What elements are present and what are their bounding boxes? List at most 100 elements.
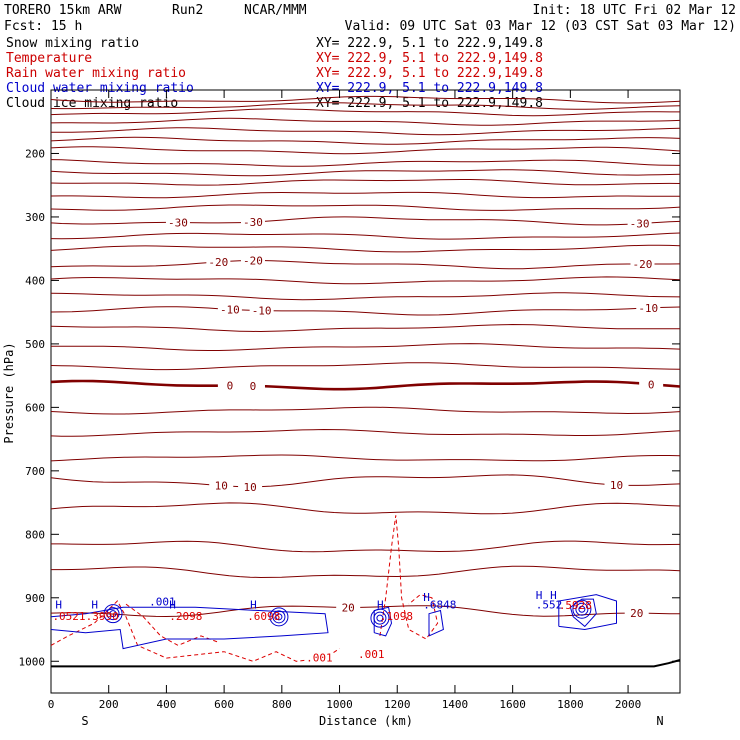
isotherm-label: -30	[243, 216, 263, 229]
cloud-contour-label: .6848	[423, 599, 456, 612]
rain-contour	[50, 600, 340, 662]
isotherm-line	[50, 362, 681, 371]
field-name-rain: Rain water mixing ratio	[6, 66, 186, 81]
isotherm-line	[50, 428, 681, 437]
labeled-isotherm-line	[50, 216, 681, 226]
field-xy-rain: XY= 222.9, 5.1 to 222.9,149.8	[316, 66, 543, 81]
cloud-water-ring	[275, 613, 283, 621]
y-tick-label: 300	[25, 211, 45, 224]
isotherm-label: 0	[250, 380, 257, 393]
labeled-isotherm-line	[50, 260, 681, 270]
isotherm-line	[50, 204, 681, 211]
north-end-label: N	[656, 714, 663, 728]
isotherm-label: -20	[633, 258, 653, 271]
isotherm-label-bg	[604, 479, 629, 492]
isotherm-label: -20	[208, 256, 228, 269]
isotherm-label-bg	[206, 255, 231, 268]
plot-area: -30 -30 -30 -20 -20 -20 -10 -10 -10 0 0 0 10 10 10 20 20…	[19, 89, 681, 711]
cloud-max-marker: H	[377, 599, 384, 612]
isotherm-label-bg	[624, 607, 649, 620]
y-tick-label: 400	[25, 274, 45, 287]
isotherm-line	[51, 540, 681, 553]
isotherm-label-bg	[336, 601, 361, 614]
rain-max-value: .5928	[559, 599, 592, 612]
isotherm-label: -30	[630, 218, 650, 231]
isotherm-label-bg	[217, 303, 242, 316]
x-tick-label: 600	[214, 698, 234, 711]
rain-max-value: .1098	[380, 610, 413, 623]
cloud-water-contour	[569, 598, 597, 628]
cloud-water-ring	[269, 607, 289, 627]
isotherm-line	[50, 108, 680, 117]
isotherm-label-bg	[240, 379, 265, 392]
isotherm-label-bg	[639, 378, 664, 391]
isotherm-line	[50, 454, 681, 462]
isotherm-line	[50, 102, 681, 110]
isotherm-line	[50, 292, 681, 301]
plot-frame	[50, 89, 681, 694]
x-tick-label: 1600	[499, 698, 526, 711]
isotherm-line	[50, 179, 681, 186]
field-xy-temperature: XY= 222.9, 5.1 to 222.9,149.8	[316, 51, 543, 66]
cloud-water-ring	[370, 608, 390, 628]
isotherm-line	[51, 565, 681, 579]
x-tick-label: 800	[272, 698, 292, 711]
isotherm-line	[50, 191, 680, 199]
y-tick-label: 200	[25, 147, 45, 160]
isotherm-label: -30	[168, 216, 188, 229]
rain-max-value: .3990	[86, 610, 119, 623]
x-tick-label: 1800	[557, 698, 584, 711]
isotherm-label-bg	[209, 479, 234, 492]
cloud-max-marker: H	[423, 591, 430, 604]
model-title: TORERO 15km ARW	[4, 3, 122, 18]
cloud-water-ring	[106, 607, 120, 621]
rain-contour	[125, 603, 219, 646]
labeled-isotherm-line	[50, 306, 681, 316]
isotherm-line	[50, 117, 681, 126]
isotherm-label: 20	[630, 607, 643, 620]
org-label: NCAR/MMM	[244, 3, 307, 18]
isotherm-label-bg	[249, 304, 274, 317]
isotherm-label-bg	[630, 257, 655, 270]
isotherm-line	[50, 323, 680, 333]
x-axis-label: Distance (km)	[319, 714, 413, 728]
freezing-isotherm-line	[50, 379, 681, 391]
cloud-water-ring	[272, 610, 286, 624]
isotherm-label: 10	[243, 481, 256, 494]
x-tick-label: 2000	[615, 698, 642, 711]
rain-max-value: .6098	[247, 610, 280, 623]
rain-contour-label: .001	[358, 648, 385, 661]
labeled-isotherm-line	[50, 474, 681, 488]
isotherm-line	[50, 146, 681, 155]
cloud-max-marker: H	[91, 599, 98, 612]
x-tick-label: 1000	[326, 698, 353, 711]
y-tick-label: 700	[25, 465, 45, 478]
isotherm-line	[51, 127, 681, 136]
isotherm-label-bg	[627, 217, 652, 230]
isotherm-label: 0	[227, 380, 234, 393]
south-end-label: S	[81, 714, 88, 728]
cloud-water-ring	[373, 611, 387, 625]
x-tick-label: 400	[156, 698, 176, 711]
isotherm-line	[50, 232, 681, 240]
cloud-max-marker: H	[169, 599, 176, 612]
cloud-contour-label: .552	[536, 599, 563, 612]
cloud-water-contour	[50, 606, 329, 650]
cloud-water-ring	[109, 610, 117, 618]
y-tick-label: 1000	[19, 655, 46, 668]
isotherm-label: 20	[342, 601, 355, 614]
x-tick-label: 200	[99, 698, 119, 711]
cloud-water-ring	[103, 604, 123, 624]
cloud-max-marker: H	[250, 599, 257, 612]
isotherm-line	[50, 406, 681, 415]
isotherm-line	[50, 276, 681, 285]
isotherm-line	[50, 244, 681, 253]
y-tick-label: 600	[25, 401, 45, 414]
isotherm-label: 10	[215, 480, 228, 493]
cloud-max-marker: H	[536, 589, 543, 602]
init-label: Init: 18 UTC Fri 02 Mar 12	[533, 3, 737, 18]
cloud-contour-label: .001	[149, 595, 176, 608]
cloud-max-marker: H	[55, 599, 62, 612]
field-name-cloud-water: Cloud water mixing ratio	[6, 81, 194, 96]
isotherm-label-bg	[240, 254, 265, 267]
